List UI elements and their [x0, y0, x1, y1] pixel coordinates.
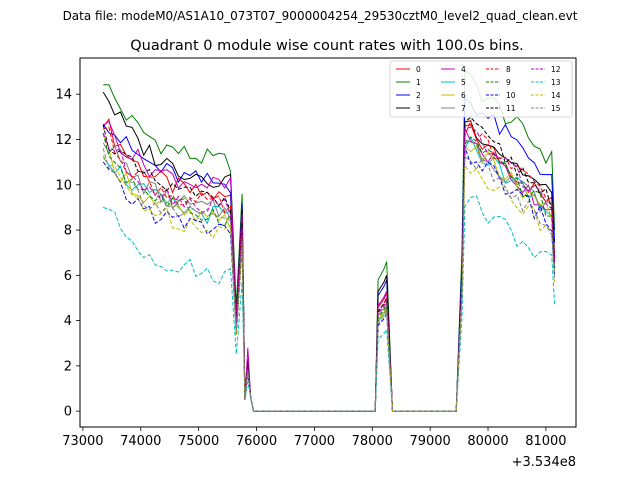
series-line-8 [103, 119, 556, 412]
x-tick-label: 80000 [467, 434, 508, 449]
legend-label-11: 11 [506, 104, 516, 113]
x-tick-label: 81000 [525, 434, 566, 449]
legend-label-9: 9 [506, 78, 511, 87]
y-tick-label: 12 [55, 133, 72, 148]
y-tick-label: 6 [64, 269, 72, 284]
legend-label-0: 0 [416, 65, 421, 74]
x-tick-label: 78000 [352, 434, 393, 449]
legend-label-5: 5 [461, 78, 466, 87]
legend-label-4: 4 [461, 65, 466, 74]
y-tick-label: 4 [64, 314, 72, 329]
plot-frame [79, 57, 577, 428]
legend-label-7: 7 [461, 104, 466, 113]
series-line-15 [102, 148, 556, 412]
chart-title: Quadrant 0 module wise count rates with … [130, 38, 524, 54]
legend-label-1: 1 [416, 78, 421, 87]
legend-label-15: 15 [551, 104, 561, 113]
legend-label-13: 13 [551, 78, 561, 87]
series-layer [102, 69, 556, 412]
legend-label-10: 10 [506, 91, 516, 100]
y-tick-label: 0 [64, 405, 72, 420]
y-tick-label: 14 [55, 88, 72, 103]
x-tick-label: 74000 [120, 434, 161, 449]
legend-frame [389, 60, 573, 118]
x-tick-label: 73000 [62, 434, 103, 449]
legend-label-3: 3 [416, 104, 421, 113]
x-tick-label: 79000 [409, 434, 450, 449]
y-axis: 0 2 4 6 8 10 12 14 [55, 88, 80, 420]
series-line-12 [102, 126, 556, 412]
x-tick-label: 76000 [236, 434, 277, 449]
series-line-1 [103, 69, 556, 412]
suptitle: Data file: modeM0/AS1A10_073T07_90000042… [63, 9, 578, 23]
y-tick-label: 8 [64, 224, 72, 239]
x-tick-label: 75000 [178, 434, 219, 449]
x-tick-label: 77000 [294, 434, 335, 449]
y-tick-label: 2 [64, 359, 72, 374]
legend-label-6: 6 [461, 91, 466, 100]
legend-label-8: 8 [506, 65, 511, 74]
series-line-4 [102, 120, 556, 412]
series-line-13 [103, 195, 556, 412]
legend-label-14: 14 [551, 91, 561, 100]
x-axis: 73000 74000 75000 76000 77000 78000 79000 80000… [62, 427, 567, 449]
series-line-11 [102, 116, 556, 412]
x-offset-label: +3.534e8 [512, 455, 576, 470]
y-tick-label: 10 [55, 178, 72, 193]
legend-label-2: 2 [416, 91, 421, 100]
legend-label-12: 12 [551, 65, 561, 74]
